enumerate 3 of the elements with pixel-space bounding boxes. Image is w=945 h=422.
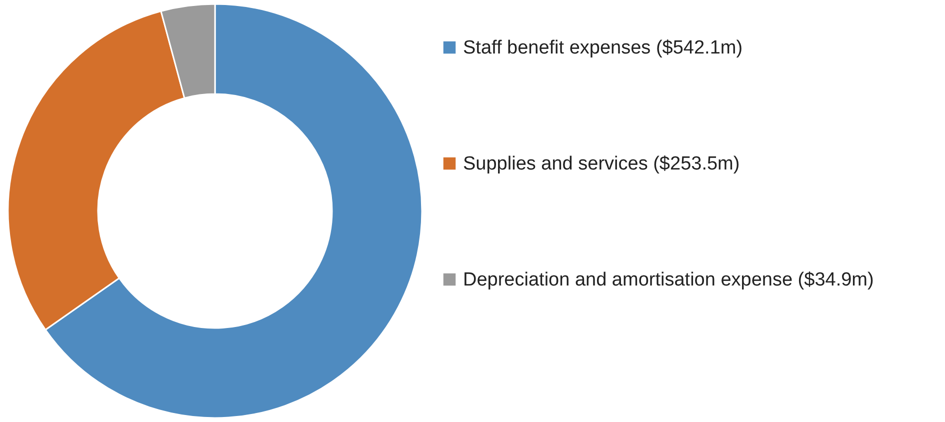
legend-label: Depreciation and amortisation expense ($34.9m) [463, 270, 874, 290]
legend-label: Supplies and services ($253.5m) [463, 154, 740, 174]
legend-label: Staff benefit expenses ($542.1m) [463, 38, 743, 58]
